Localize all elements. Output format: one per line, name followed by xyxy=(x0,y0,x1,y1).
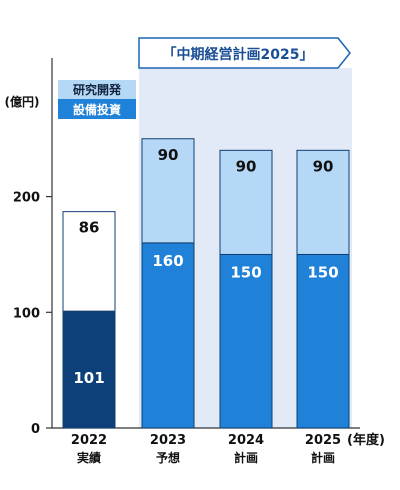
bar-rd-2022 xyxy=(62,211,116,312)
bar-capex-2022 xyxy=(62,310,116,429)
x-tick-note: 計画 xyxy=(234,450,258,465)
x-tick-note: 実績 xyxy=(77,450,101,465)
legend-capex-label: 設備投資 xyxy=(73,102,121,117)
bars: 101 86 160 90 150 90 150 90 xyxy=(62,138,350,429)
value-label-rd-2022: 86 xyxy=(79,219,100,237)
x-axis-labels: 2022 実績 2023 予想 2024 計画 2025 計画 xyxy=(71,433,341,465)
y-axis-unit-label: (億円) xyxy=(5,94,40,109)
bar-capex-2024 xyxy=(219,253,273,429)
y-tick-label: 100 xyxy=(13,306,40,321)
legend-capex-swatch xyxy=(58,99,136,119)
x-tick-note: 計画 xyxy=(311,450,335,465)
value-label-rd-2025: 90 xyxy=(313,157,334,175)
x-tick-year: 2022 xyxy=(71,433,107,448)
legend-rd-swatch xyxy=(58,80,136,99)
bar-rd-2023 xyxy=(141,138,195,244)
bar-rd-2025 xyxy=(296,149,350,255)
value-label-capex-2023: 160 xyxy=(152,252,183,270)
bar-rd-2024 xyxy=(219,149,273,255)
x-tick-year: 2023 xyxy=(150,433,186,448)
y-axis-ticks: 0 100 200 xyxy=(13,191,52,437)
y-tick-label: 0 xyxy=(31,422,40,437)
plan-banner-label: 「中期経営計画2025」 xyxy=(163,46,314,63)
value-label-rd-2023: 90 xyxy=(158,146,179,164)
x-tick-year: 2024 xyxy=(228,433,264,448)
value-label-rd-2024: 90 xyxy=(236,157,257,175)
x-tick-year: 2025 xyxy=(305,433,341,448)
value-label-capex-2022: 101 xyxy=(73,369,104,387)
legend-rd-label: 研究開発 xyxy=(73,82,122,97)
plan-banner-shape xyxy=(138,37,351,69)
value-label-capex-2024: 150 xyxy=(230,263,261,281)
bar-capex-2025 xyxy=(296,253,350,429)
x-tick-note: 予想 xyxy=(156,450,180,465)
x-axis-unit-label: (年度) xyxy=(347,432,385,448)
y-tick-label: 200 xyxy=(13,191,40,206)
bar-capex-2023 xyxy=(141,242,195,429)
value-label-capex-2025: 150 xyxy=(307,263,338,281)
